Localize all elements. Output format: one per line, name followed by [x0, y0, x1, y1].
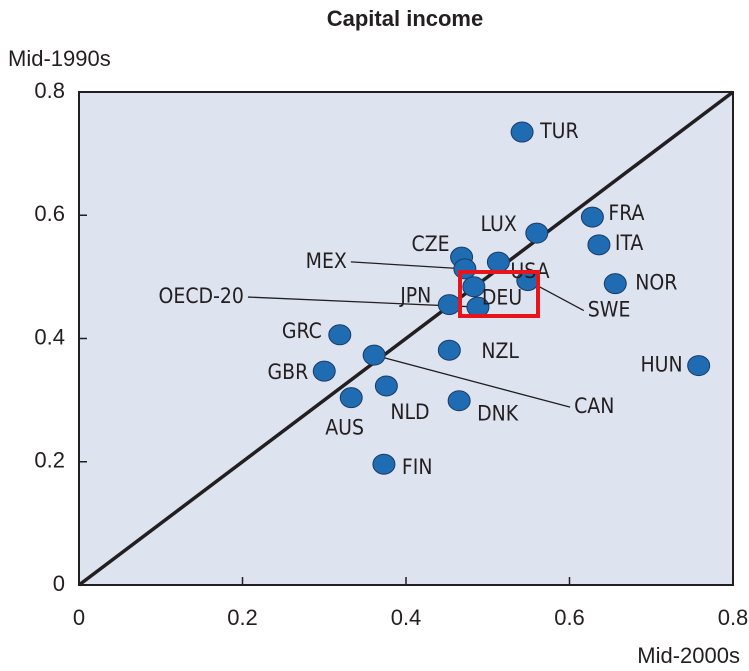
diagonal: [77, 90, 735, 587]
y-tick-label: 0.8: [34, 78, 65, 103]
point: [486, 251, 510, 273]
point: [580, 206, 604, 228]
x-axis-label: Mid-2000s: [637, 643, 740, 668]
point: [372, 453, 396, 475]
point-label: LUX: [481, 212, 517, 236]
y-tick-label: 0.2: [34, 448, 65, 473]
point: [525, 222, 549, 244]
y-tick-label: 0: [53, 571, 65, 596]
x-tick-label: 0.6: [554, 605, 585, 630]
point: [437, 339, 461, 361]
point-label: ITA: [615, 231, 643, 255]
y-axis-label: Mid-1990s: [8, 46, 111, 71]
point: [462, 276, 486, 298]
point-label: DEU: [482, 286, 522, 310]
leader-line: [373, 354, 571, 408]
point-label: CAN: [574, 394, 614, 418]
point-label: NOR: [635, 271, 677, 295]
x-tick-label: 0.2: [227, 605, 258, 630]
point: [453, 258, 477, 280]
point-label: HUN: [640, 353, 682, 377]
point-label: FIN: [402, 455, 433, 479]
x-tick-label: 0: [73, 605, 85, 630]
point-label: SWE: [588, 298, 631, 322]
point: [447, 390, 471, 412]
point: [312, 360, 336, 382]
highlight-box: [458, 270, 540, 318]
point: [362, 344, 386, 366]
point: [437, 294, 461, 316]
point: [603, 273, 627, 295]
point: [374, 375, 398, 397]
x-tick-label: 0.4: [391, 605, 422, 630]
point-label: AUS: [325, 416, 364, 440]
point: [587, 234, 611, 256]
chart-title: Capital income: [327, 6, 483, 31]
point-label: NLD: [390, 400, 429, 424]
point-label: GRC: [282, 319, 322, 343]
point: [510, 121, 534, 143]
leader-line: [350, 261, 465, 270]
y-tick-label: 0.4: [34, 324, 65, 349]
point-label: OECD-20: [159, 284, 244, 308]
point: [687, 355, 711, 377]
point-label: JPN: [399, 284, 431, 308]
point-label: CZE: [412, 232, 450, 256]
point: [339, 387, 363, 409]
point: [328, 324, 352, 346]
point-label: FRA: [608, 201, 644, 225]
point-label: NZL: [481, 339, 519, 363]
y-tick-label: 0.6: [34, 201, 65, 226]
point-label: TUR: [539, 119, 579, 143]
x-tick-label: 0.8: [718, 605, 749, 630]
point-label: MEX: [306, 249, 347, 273]
plot: 0 0.2 0.4 0.6 0.8 0 0.2 0.4 0.6 0.8 TUR FRA ITA LUX CZ…: [34, 78, 748, 630]
point-label: GBR: [268, 360, 309, 384]
point-label: DNK: [477, 402, 519, 426]
